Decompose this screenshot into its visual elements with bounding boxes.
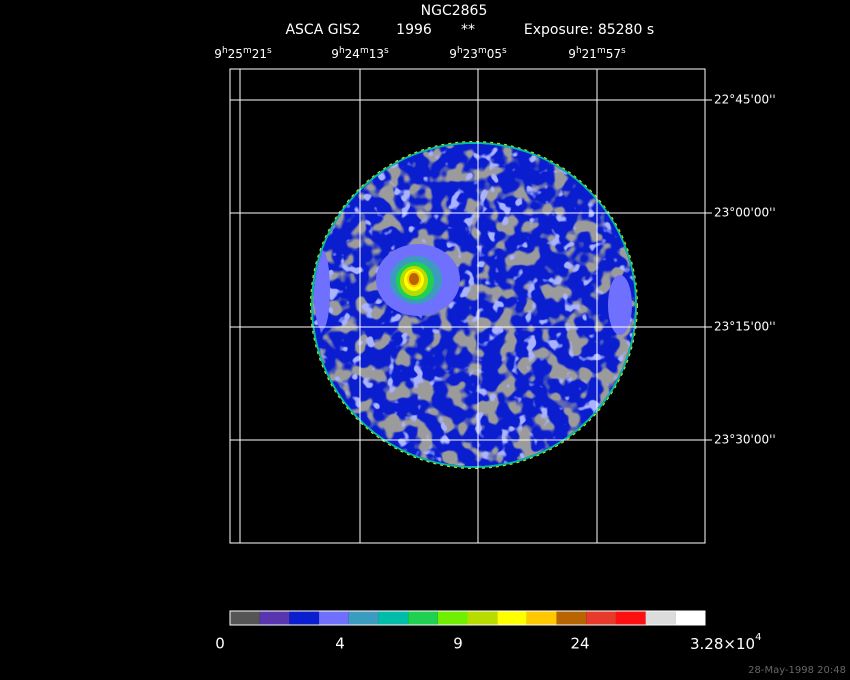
unit: s (502, 46, 507, 56)
colorbar-segment (497, 611, 527, 625)
unit: h (576, 46, 582, 56)
number: 9 (331, 47, 339, 61)
number: 24 (345, 47, 360, 61)
colorbar-segment (319, 611, 349, 625)
colorbar-segment (378, 611, 409, 625)
number: 21 (252, 47, 267, 61)
colorbar-segment (289, 611, 320, 625)
unit: s (384, 46, 389, 56)
unit: h (457, 46, 463, 56)
dec-label: 23°00'00'' (714, 206, 776, 220)
number: 25 (228, 47, 243, 61)
colorbar-segment (675, 611, 705, 625)
exposure: Exposure: 85280 s (524, 22, 654, 38)
colorbar-segment (586, 611, 616, 625)
exponent: 4 (755, 632, 761, 643)
colorbar-max-label: 3.28×104 (690, 632, 761, 653)
unit: h (339, 46, 345, 56)
dec-label: 23°30'00'' (714, 433, 776, 447)
number: 57 (606, 47, 621, 61)
marker: ** (461, 22, 475, 38)
unit: m (478, 46, 487, 56)
instrument: ASCA GIS2 (285, 22, 360, 38)
ra-label: 9h25m21s (214, 46, 272, 61)
number: 9 (449, 47, 457, 61)
xray-image (310, 141, 638, 469)
unit: m (360, 46, 369, 56)
unit: h (222, 46, 228, 56)
number: 21 (582, 47, 597, 61)
number: 9 (568, 47, 576, 61)
colorbar-segment (615, 611, 646, 625)
number: 05 (487, 47, 502, 61)
colorbar-label: 24 (570, 635, 589, 653)
year: 1996 (396, 22, 432, 38)
colorbar-segment (467, 611, 498, 625)
ra-label: 9h21m57s (568, 46, 626, 61)
mantissa: 3.28×10 (690, 635, 755, 653)
colorbar-segment (556, 611, 587, 625)
colorbar-label: 9 (453, 635, 463, 653)
dec-label: 23°15'00'' (714, 320, 776, 334)
coordinate-grid (229, 68, 706, 544)
ra-label: 9h24m13s (331, 46, 389, 61)
dec-label: 22°45'00'' (714, 93, 776, 107)
colorbar-segment (526, 611, 557, 625)
unit: m (243, 46, 252, 56)
colorbar-segment (348, 611, 379, 625)
number: 13 (369, 47, 384, 61)
colorbar-segment (408, 611, 438, 625)
unit: s (267, 46, 272, 56)
colorbar-segment (437, 611, 468, 625)
footer: 28-May-1998 20:48 (748, 665, 846, 676)
title: NGC2865 (421, 3, 488, 19)
unit: m (597, 46, 606, 56)
unit: s (621, 46, 626, 56)
ra-label: 9h23m05s (449, 46, 507, 61)
colorbar-segment (645, 611, 676, 625)
number: 9 (214, 47, 222, 61)
number: 23 (463, 47, 478, 61)
colorbar-frame (229, 610, 706, 626)
colorbar-label: 4 (335, 635, 345, 653)
colorbar-label: 0 (215, 635, 225, 653)
colorbar-segment (230, 611, 260, 625)
colorbar-segment (259, 611, 290, 625)
